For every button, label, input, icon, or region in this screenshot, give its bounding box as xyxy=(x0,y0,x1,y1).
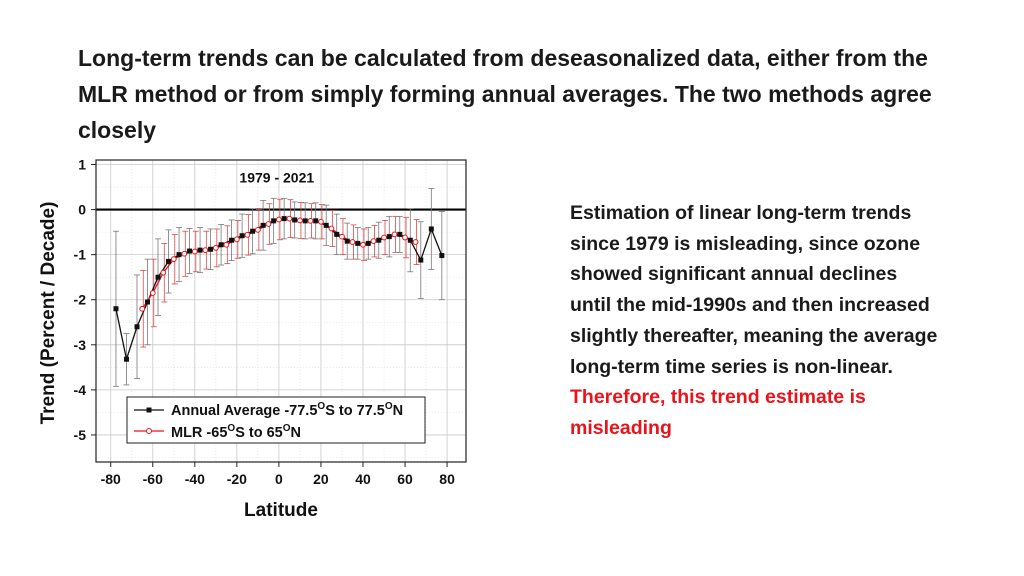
annual-average-point xyxy=(229,237,235,243)
annual-average-point xyxy=(113,306,119,312)
mlr-point xyxy=(307,217,314,224)
annual-average-point xyxy=(397,231,403,237)
annual-average-point xyxy=(439,253,445,259)
annual-average-point xyxy=(365,240,371,246)
mlr-point xyxy=(244,231,251,238)
y-tick-label: -2 xyxy=(74,292,87,308)
mlr-point xyxy=(275,216,282,223)
mlr-point xyxy=(318,218,324,225)
x-tick-label: 0 xyxy=(275,471,283,487)
annual-average-point xyxy=(418,257,424,263)
mlr-point xyxy=(381,234,387,241)
mlr-point xyxy=(191,248,198,255)
annual-average-point xyxy=(134,324,140,330)
annual-average-point xyxy=(187,248,193,254)
legend-box xyxy=(126,396,426,444)
annual-average-point xyxy=(407,237,413,243)
mlr-point xyxy=(202,247,209,254)
mlr-point xyxy=(360,241,366,248)
annual-average-point xyxy=(281,216,287,222)
x-tick-label: 80 xyxy=(439,471,455,487)
legend-label-annual: Annual Average -77.5OS to 77.5ON xyxy=(171,401,403,419)
plot-border xyxy=(95,159,467,463)
y-tick-label: -3 xyxy=(74,337,87,353)
mlr-point xyxy=(339,233,345,240)
mlr-point xyxy=(297,217,303,224)
annual-average-point xyxy=(334,231,340,237)
legend-marker-mlr xyxy=(146,428,152,434)
annual-average-point xyxy=(208,246,214,252)
annual-average-point xyxy=(344,238,350,244)
annual-average-point xyxy=(386,234,392,240)
annual-average-point xyxy=(250,228,256,234)
period-annotation: 1979 - 2021 xyxy=(239,170,314,186)
mlr-point xyxy=(370,238,377,245)
annual-average-point xyxy=(197,247,203,253)
mlr-point xyxy=(286,215,293,222)
slide-title: Long-term trends can be calculated from … xyxy=(78,45,932,143)
mlr-point xyxy=(391,231,398,238)
mlr-point xyxy=(233,236,240,243)
mlr-point xyxy=(170,256,177,263)
legend-label-mlr: MLR -65OS to 65ON xyxy=(171,423,301,441)
mlr-point xyxy=(412,239,419,245)
annual-average-point xyxy=(355,240,361,246)
annual-average-point xyxy=(176,252,182,258)
annual-average-point xyxy=(166,258,172,264)
annual-average-point xyxy=(155,274,161,280)
x-tick-label: 40 xyxy=(355,471,371,487)
mlr-point xyxy=(254,226,261,233)
plot-frame xyxy=(95,159,467,463)
x-tick-label: -20 xyxy=(227,471,247,487)
y-tick-label: -4 xyxy=(74,382,87,398)
body-text-main: Estimation of linear long-term trends si… xyxy=(570,202,938,378)
mlr-point xyxy=(328,225,335,232)
annual-average-point xyxy=(292,217,298,223)
annual-average-point xyxy=(323,222,329,228)
mlr-point xyxy=(223,241,230,248)
y-axis-label: Trend (Percent / Decade) xyxy=(38,202,59,425)
mlr-point xyxy=(181,250,188,257)
mlr-point xyxy=(160,269,167,276)
y-tick-label: -5 xyxy=(74,427,87,443)
y-tick-label: 0 xyxy=(78,202,86,218)
annual-average-point xyxy=(302,218,308,224)
annual-average-point xyxy=(271,218,277,224)
annual-average-point xyxy=(218,242,224,248)
y-tick-label: 1 xyxy=(78,157,86,173)
legend-marker-annual xyxy=(146,407,152,413)
y-tick-label: -1 xyxy=(74,247,87,263)
annual-average-point xyxy=(428,226,434,232)
x-tick-label: 60 xyxy=(397,471,413,487)
body-text: Estimation of linear long-term trends si… xyxy=(570,198,940,444)
x-tick-label: -40 xyxy=(185,471,205,487)
mlr-point xyxy=(349,239,356,245)
annual-average-point xyxy=(313,218,319,224)
annual-average-point xyxy=(260,222,266,228)
mlr-point xyxy=(265,221,272,227)
mlr-point xyxy=(402,234,408,241)
axis-ticks: -80 -60 -40 -20 0 20 40 60 80 1 0 -1 -2 -3 -4 -5 xyxy=(74,157,456,487)
data-series xyxy=(113,215,445,362)
x-tick-label: -60 xyxy=(143,471,163,487)
annual-average-point xyxy=(145,299,151,305)
x-tick-label: -80 xyxy=(101,471,121,487)
x-tick-label: 20 xyxy=(313,471,329,487)
annual-average-point xyxy=(239,233,245,239)
mlr-point xyxy=(139,305,146,312)
body-text-highlight: Therefore, this trend estimate is mislea… xyxy=(570,386,866,439)
annual-average-point xyxy=(376,237,382,243)
mlr-point xyxy=(212,244,219,251)
x-axis-label: Latitude xyxy=(244,500,318,521)
annual-average-point xyxy=(123,356,129,362)
legend: Annual Average -77.5OS to 77.5ON MLR -65… xyxy=(126,396,426,444)
mlr-point xyxy=(149,290,156,296)
